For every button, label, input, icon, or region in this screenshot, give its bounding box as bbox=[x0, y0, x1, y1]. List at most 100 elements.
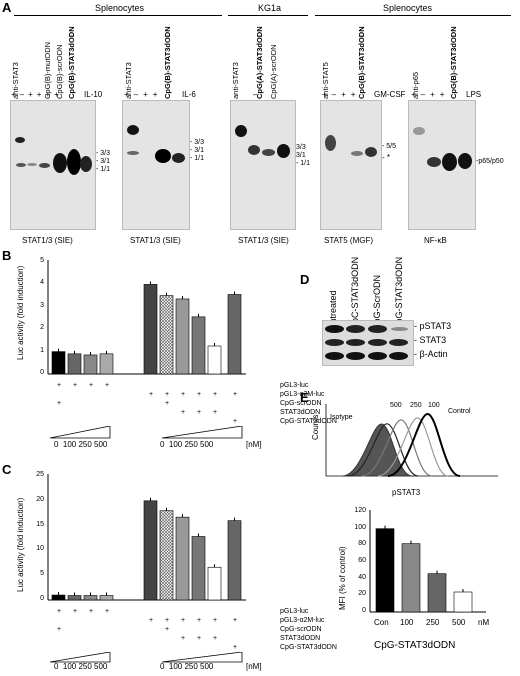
western-row-1: - STAT3 bbox=[414, 335, 447, 345]
flow-control-label: Control bbox=[448, 408, 471, 415]
table-mark: + bbox=[212, 409, 218, 416]
bar bbox=[453, 591, 473, 613]
bar bbox=[207, 345, 222, 375]
table-row-label: STAT3dODN bbox=[280, 635, 321, 642]
bar bbox=[51, 351, 66, 375]
table-mark: + bbox=[104, 382, 110, 389]
conc-labels-c2: 0 100 250 500 bbox=[160, 662, 214, 671]
flow-peak-500: 500 bbox=[390, 402, 402, 409]
x-tick-label: 100 bbox=[400, 618, 414, 627]
y-tick-label: 25 bbox=[36, 471, 44, 478]
x-tick-label: Con bbox=[374, 618, 389, 627]
conc-labels-1: 0 100 250 500 bbox=[54, 440, 108, 449]
table-row-label: STAT3dODN bbox=[280, 409, 321, 416]
table-row-label: pGL3-luc bbox=[280, 608, 309, 615]
conc-wedges bbox=[50, 426, 243, 439]
gel2-stim: IL-6 bbox=[182, 90, 196, 99]
gel4-signs: +–++ bbox=[322, 90, 361, 99]
panel-b-ylabel: Luc activity (fold induction) bbox=[16, 265, 25, 360]
panel-c-label: C bbox=[2, 462, 12, 477]
gel3-lane-0: anti-STAT3 bbox=[231, 62, 240, 99]
table-mark: + bbox=[148, 617, 154, 624]
table-mark: + bbox=[212, 391, 218, 398]
table-mark: + bbox=[148, 391, 154, 398]
gel2-mark-33: - 3/3 bbox=[190, 139, 205, 146]
flow-peak-100: 100 bbox=[428, 402, 440, 409]
gel4-image bbox=[320, 100, 382, 230]
table-mark: + bbox=[72, 608, 78, 615]
table-mark: + bbox=[196, 617, 202, 624]
panel-b-chart bbox=[47, 260, 246, 375]
table-mark: + bbox=[56, 608, 62, 615]
panel-a-label: A bbox=[2, 0, 12, 15]
panel-c-table: pGL3-luc pGL3-α2M-luc CpG-scrODN STAT3dO… bbox=[46, 608, 337, 674]
header-splenocytes-2: Splenocytes bbox=[383, 3, 433, 13]
gel5-stim: LPS bbox=[466, 90, 482, 99]
gel5-caption: NF-κB bbox=[424, 236, 447, 245]
gel1-mark-11: - 1/1 bbox=[96, 166, 111, 173]
table-row-label: CpG-STAT3dODN bbox=[280, 644, 337, 651]
y-tick-label: 1 bbox=[40, 346, 44, 354]
table-mark: + bbox=[212, 617, 218, 624]
gel5-lane-3: CpG(B)-STAT3dODN bbox=[449, 26, 458, 99]
flow-peak-250: 250 bbox=[410, 402, 422, 409]
y-tick-label: 20 bbox=[358, 590, 366, 598]
x-tick-label: nM bbox=[478, 618, 490, 627]
table-row-label: CpG-STAT3dODN bbox=[280, 418, 337, 425]
bar bbox=[227, 294, 242, 375]
gel3-image bbox=[230, 100, 296, 230]
y-tick-label: 15 bbox=[36, 520, 44, 528]
bar bbox=[67, 353, 82, 375]
y-tick-label: 10 bbox=[36, 545, 44, 553]
bar bbox=[83, 354, 98, 375]
conc-labels-c1: 0 100 250 500 bbox=[54, 662, 108, 671]
table-mark: + bbox=[72, 382, 78, 389]
table-mark: + bbox=[180, 617, 186, 624]
bar bbox=[207, 566, 222, 601]
gel1-mark-33: - 3/3 bbox=[96, 150, 111, 157]
western-row-0: - pSTAT3 bbox=[414, 321, 452, 331]
flow-counts-label: Counts bbox=[311, 414, 320, 440]
flow-xlabel: pSTAT3 bbox=[392, 488, 421, 497]
y-tick-label: 5 bbox=[40, 570, 44, 578]
bar bbox=[67, 595, 82, 601]
table-mark: + bbox=[232, 617, 238, 624]
gel3-caption: STAT1/3 (SIE) bbox=[238, 236, 289, 245]
panel-e-xtitle: CpG-STAT3dODN bbox=[374, 640, 456, 651]
table-row-label: pGL3-α2M-luc bbox=[280, 617, 325, 624]
table-mark: + bbox=[212, 635, 218, 642]
y-tick-label: 120 bbox=[354, 507, 366, 514]
bar bbox=[191, 316, 206, 375]
y-tick-label: 80 bbox=[358, 540, 366, 548]
conc-wedges-c bbox=[50, 652, 243, 663]
conc-unit: [nM] bbox=[246, 440, 262, 449]
y-tick-label: 0 bbox=[40, 595, 44, 602]
panel-b-table: pGL3-luc pGL3-α2M-luc CpG-scrODN STAT3dO… bbox=[46, 382, 337, 472]
bar bbox=[375, 528, 395, 613]
bar bbox=[99, 353, 114, 375]
gel2-lane-3: CpG(B)-STAT3dODN bbox=[163, 26, 172, 99]
bar bbox=[159, 510, 174, 601]
table-mark: + bbox=[232, 644, 238, 651]
bar bbox=[83, 595, 98, 601]
y-tick-label: 20 bbox=[36, 495, 44, 503]
bar bbox=[401, 543, 421, 613]
panel-c-chart bbox=[47, 474, 246, 601]
gel2-signs: +–++ bbox=[124, 90, 163, 99]
bar bbox=[227, 520, 242, 601]
table-mark: + bbox=[196, 391, 202, 398]
table-row-label: CpG-scrODN bbox=[280, 400, 322, 407]
gel3-mark-31: 3/1 bbox=[296, 152, 306, 159]
flow-isotype-label: Isotype bbox=[330, 414, 353, 421]
gel1-caption: STAT1/3 (SIE) bbox=[22, 236, 73, 245]
y-tick-label: 5 bbox=[40, 257, 44, 264]
bar bbox=[175, 516, 190, 601]
gel4-lane-3: CpG(B)-STAT3dODN bbox=[357, 26, 366, 99]
gel3-mark-11: - 1/1 bbox=[296, 160, 311, 167]
panel-e-ylabel: MFI (% of control) bbox=[338, 546, 347, 610]
gel4-caption: STAT5 (MGF) bbox=[324, 236, 374, 245]
header-kg1a: KG1a bbox=[258, 3, 282, 13]
gel1-lane-5: CpG(B)-STAT3dODN bbox=[67, 26, 76, 99]
table-mark: + bbox=[164, 391, 170, 398]
table-mark: + bbox=[196, 635, 202, 642]
